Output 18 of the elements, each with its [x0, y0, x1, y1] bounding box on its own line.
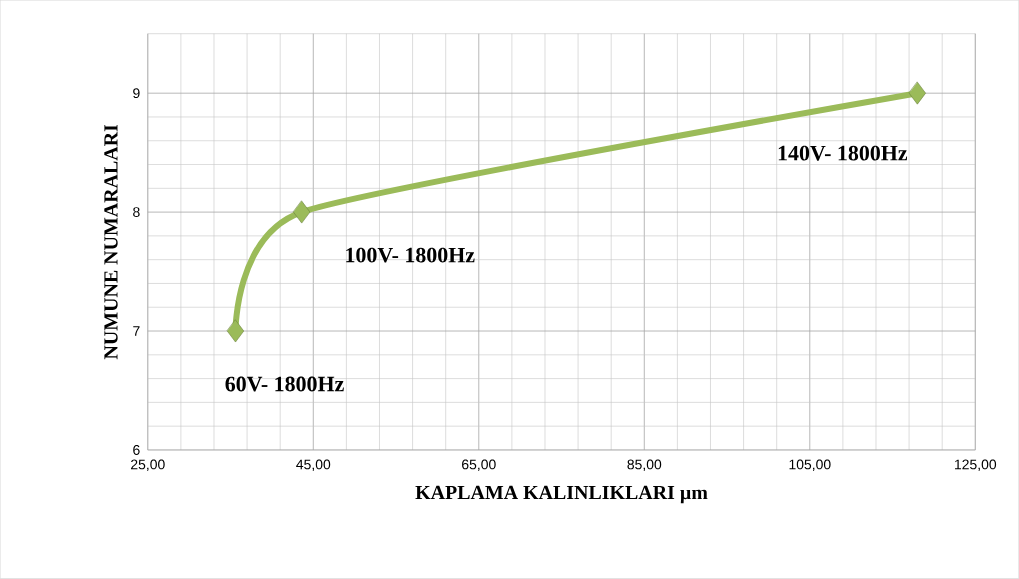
point — [293, 200, 311, 224]
x-axis-title: KAPLAMA KALINLIKLARI µm — [415, 485, 708, 504]
point — [226, 319, 245, 343]
point — [908, 81, 926, 105]
x-tick-label: 65,00 — [462, 459, 496, 472]
x-tick-label: 105,00 — [789, 459, 831, 472]
annotation: 60V- 1800Hz — [225, 376, 344, 392]
annotation: 100V- 1800Hz — [346, 247, 475, 263]
y-tick-label: 7 — [133, 326, 140, 336]
y-axis-title: NUMUNE NUMARALARI — [104, 125, 118, 360]
annotation: 140V- 1800Hz — [778, 145, 908, 161]
y-tick-label: 8 — [133, 207, 140, 218]
x-tick-label: 45,00 — [296, 459, 331, 472]
x-tick-label: 125,00 — [955, 459, 997, 472]
y-tick-label: 6 — [133, 445, 140, 456]
x-tick-label: 25,00 — [131, 459, 165, 472]
y-tick-label: 9 — [133, 88, 140, 99]
x-tick-label: 85,00 — [627, 459, 662, 472]
